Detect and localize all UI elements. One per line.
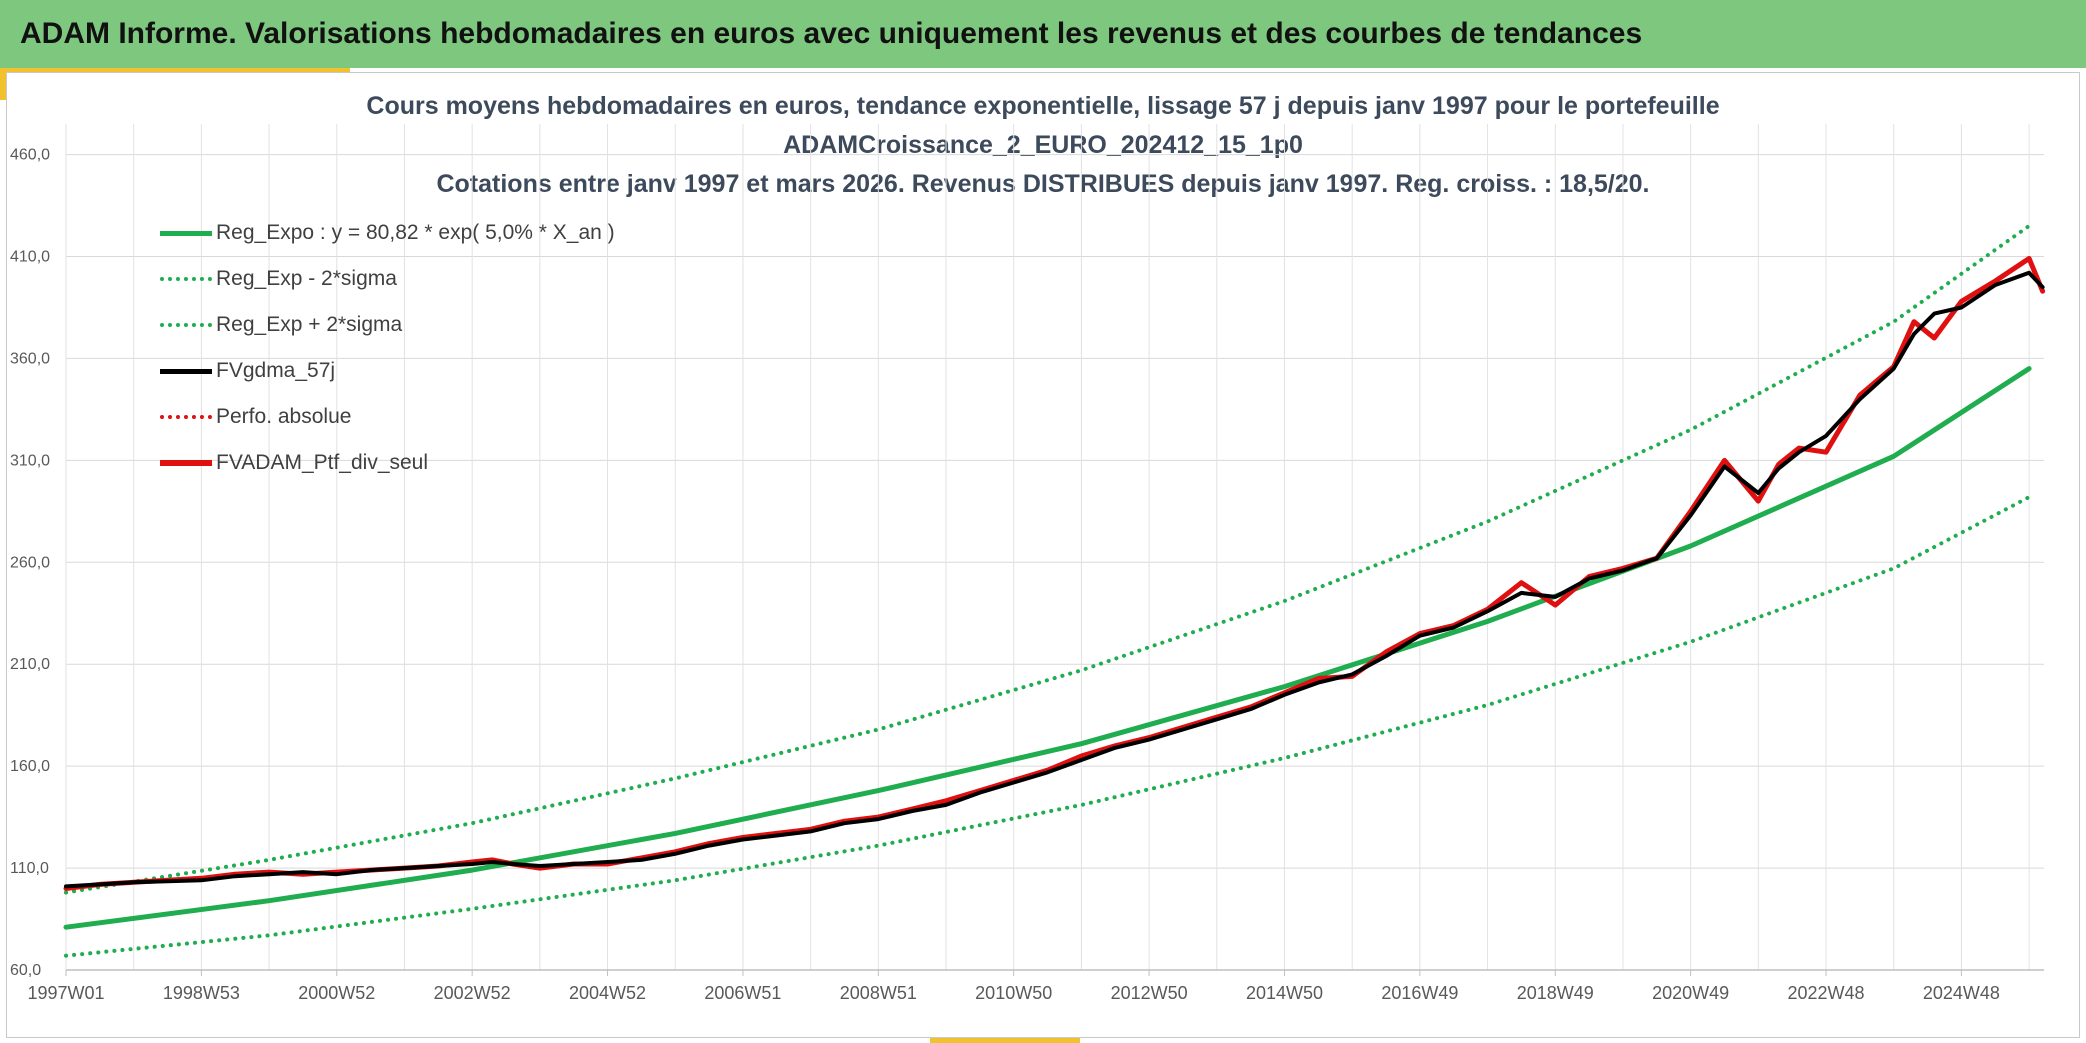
x-tick-label: 2020W49 — [1652, 983, 1729, 1003]
y-tick-label: 110,0 — [10, 860, 49, 877]
x-tick-label: 2012W50 — [1111, 983, 1188, 1003]
legend-item-reg-expo: Reg_Expo : y = 80,82 * exp( 5,0% * X_an … — [158, 218, 615, 248]
legend-swatch-reg-expo — [158, 223, 214, 243]
header-title: ADAM Informe. Valorisations hebdomadaire… — [20, 17, 1643, 50]
legend-item-reg-exp-plus: Reg_Exp + 2*sigma — [158, 310, 402, 340]
x-tick-label: 1998W53 — [163, 983, 240, 1003]
legend-swatch-fvgdma — [158, 361, 214, 381]
reg-exp-plus-line — [64, 223, 2032, 895]
legend-swatch-perfo-absolue — [158, 407, 214, 427]
chart-title-line-1: Cours moyens hebdomadaires en euros, ten… — [366, 92, 1720, 120]
legend-label-fvgdma: FVgdma_57j — [216, 359, 336, 382]
chart-frame — [6, 72, 2080, 1038]
legend-label-reg-exp-minus: Reg_Exp - 2*sigma — [216, 267, 397, 290]
legend-label-reg-exp-plus: Reg_Exp + 2*sigma — [216, 313, 403, 336]
legend-item-perfo-absolue: Perfo. absolue — [158, 402, 351, 432]
x-tick-label: 2006W51 — [704, 983, 781, 1003]
fvgdma-line — [64, 270, 2045, 889]
y-tick-label: 260,0 — [10, 554, 50, 571]
legend-item-reg-exp-minus: Reg_Exp - 2*sigma — [158, 264, 397, 294]
legend-label-fvadam: FVADAM_Ptf_div_seul — [216, 451, 429, 474]
legend-item-fvgdma: FVgdma_57j — [158, 356, 335, 386]
x-tick-label: 2004W52 — [569, 983, 646, 1003]
reg-expo-line — [63, 366, 2032, 930]
y-tick-label: 160,0 — [10, 758, 50, 775]
accent-bar-left — [0, 68, 7, 100]
y-tick-label: 310,0 — [10, 452, 50, 469]
x-tick-label: 1997W01 — [27, 983, 104, 1003]
legend-swatch-reg-exp-minus — [158, 269, 214, 289]
x-tick-label: 2022W48 — [1787, 983, 1864, 1003]
legend-label-reg-expo: Reg_Expo : y = 80,82 * exp( 5,0% * X_an … — [216, 221, 615, 244]
x-tick-label: 2024W48 — [1923, 983, 2000, 1003]
x-tick-label: 2018W49 — [1517, 983, 1594, 1003]
legend-swatch-fvadam — [158, 453, 214, 473]
x-tick-label: 2000W52 — [298, 983, 375, 1003]
x-tick-label: 2014W50 — [1246, 983, 1323, 1003]
legend-swatch-reg-exp-plus — [158, 315, 214, 335]
y-tick-label: 60,0 — [10, 962, 41, 979]
y-tick-label: 410,0 — [10, 249, 50, 266]
header-bar: ADAM Informe. Valorisations hebdomadaire… — [0, 0, 2086, 68]
accent-bar-top — [0, 68, 350, 73]
y-tick-label: 360,0 — [10, 350, 50, 367]
y-tick-label: 460,0 — [10, 147, 50, 164]
legend-label-perfo-absolue: Perfo. absolue — [216, 405, 352, 428]
fvadam-line — [63, 256, 2046, 891]
accent-bar-bottom — [930, 1038, 1080, 1043]
x-tick-label: 2016W49 — [1381, 983, 1458, 1003]
legend-item-fvadam: FVADAM_Ptf_div_seul — [158, 448, 428, 478]
x-tick-label: 2010W50 — [975, 983, 1052, 1003]
chart-title-line-3: Cotations entre janv 1997 et mars 2026. … — [436, 170, 1650, 198]
reg-exp-minus-line — [64, 495, 2032, 958]
x-tick-label: 2002W52 — [434, 983, 511, 1003]
y-tick-label: 210,0 — [10, 656, 50, 673]
x-tick-label: 2008W51 — [840, 983, 917, 1003]
